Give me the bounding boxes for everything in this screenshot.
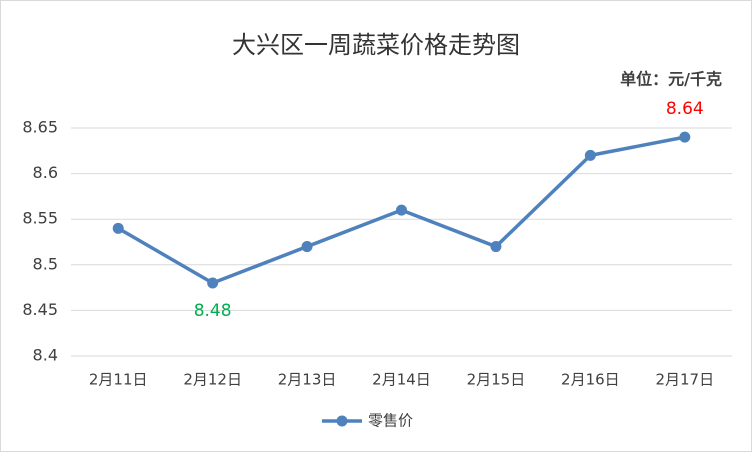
y-tick-label: 8.6 <box>33 163 58 182</box>
unit-note: 单位：元/千克 <box>620 70 722 89</box>
y-tick-label: 8.5 <box>33 254 58 273</box>
x-tick-label: 2月11日 <box>89 371 148 389</box>
y-tick-label: 8.45 <box>22 300 58 319</box>
x-tick-label: 2月15日 <box>467 371 526 389</box>
y-tick-label: 8.55 <box>22 209 58 228</box>
data-point <box>490 241 502 253</box>
data-point <box>301 241 313 253</box>
x-tick-label: 2月12日 <box>183 371 242 389</box>
data-point <box>679 131 691 143</box>
x-tick-label: 2月14日 <box>372 371 431 389</box>
x-tick-label: 2月17日 <box>655 371 714 389</box>
chart-title: 大兴区一周蔬菜价格走势图 <box>232 31 520 59</box>
data-point <box>396 204 407 216</box>
x-tick-label: 2月16日 <box>561 371 620 389</box>
x-tick-label: 2月13日 <box>278 371 337 389</box>
legend-marker <box>336 415 348 427</box>
data-point <box>207 277 219 289</box>
y-tick-label: 8.65 <box>22 118 58 137</box>
data-point <box>112 222 124 234</box>
legend-label: 零售价 <box>368 412 413 430</box>
data-label: 8.64 <box>666 99 704 119</box>
data-point <box>584 149 596 161</box>
data-label: 8.48 <box>194 301 232 321</box>
y-tick-label: 8.4 <box>33 346 58 365</box>
